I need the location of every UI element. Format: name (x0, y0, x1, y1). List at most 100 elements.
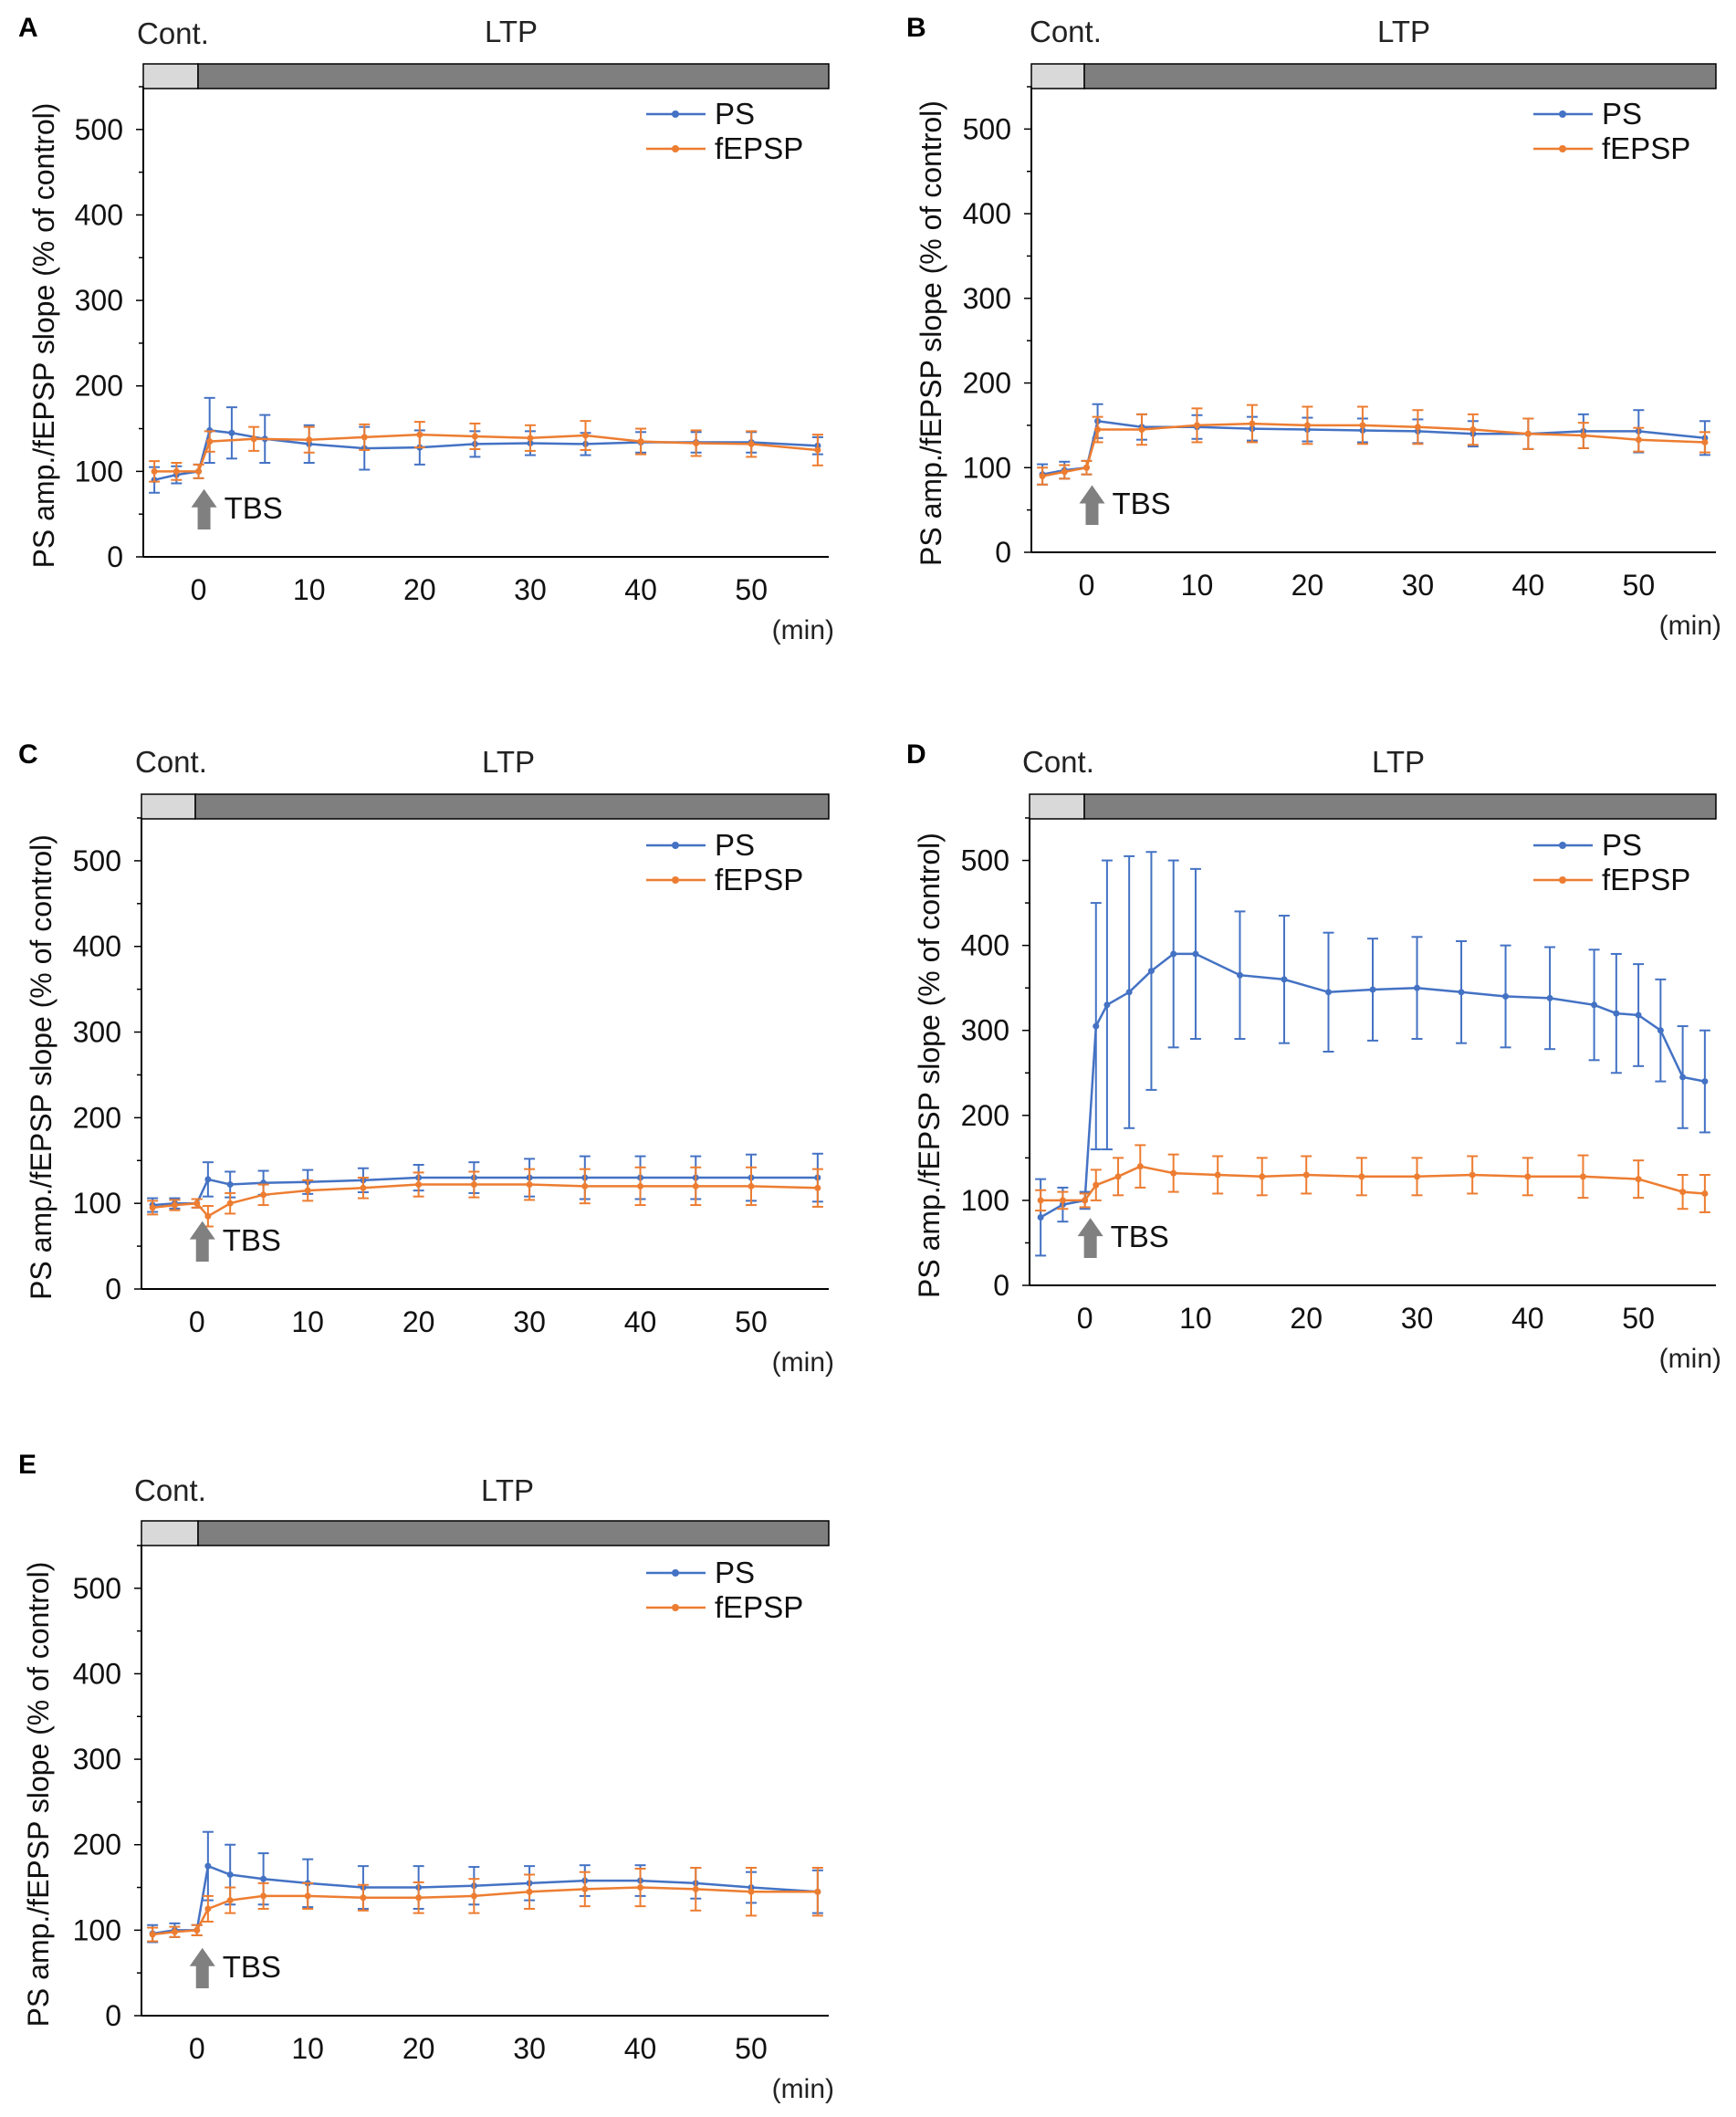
data-point (1546, 994, 1553, 1001)
tbs-arrow-shaft (197, 505, 211, 529)
tbs-label: TBS (223, 1223, 281, 1257)
data-point (149, 1204, 156, 1211)
data-point (1701, 1078, 1709, 1085)
data-point (814, 1888, 821, 1895)
x-tick-label: 20 (403, 573, 436, 606)
data-point (1458, 989, 1465, 996)
data-point (1039, 473, 1046, 480)
x-tick-label: 30 (1402, 569, 1435, 602)
x-tick-label: 20 (403, 1305, 435, 1338)
tbs-arrow-icon (191, 488, 217, 508)
ltp-phase-label: LTP (482, 745, 535, 779)
data-point (1114, 1173, 1122, 1180)
series-ps (147, 1152, 823, 1213)
data-point (692, 1182, 699, 1190)
x-tick-label: 20 (403, 2032, 435, 2065)
legend-label-ps: PS (715, 828, 755, 862)
x-tick-label: 40 (624, 573, 657, 606)
data-point (360, 1894, 367, 1902)
data-point (173, 467, 180, 475)
data-point (1469, 1171, 1476, 1179)
data-point (1613, 1010, 1620, 1017)
ltp-phase-label: LTP (485, 15, 538, 48)
panel-e: E Cont. LTP 0 100 200 300 400 500 0 10 20 30 40 50(min… (18, 1450, 834, 2104)
x-tick-label: 30 (513, 2032, 546, 2065)
data-point (581, 1182, 589, 1190)
y-tick-label: 400 (963, 197, 1011, 230)
tbs-arrow-icon (189, 1947, 215, 1966)
control-phase-label: Cont. (135, 745, 207, 779)
tbs-label: TBS (1112, 487, 1170, 520)
y-tick-label: 300 (73, 1743, 121, 1776)
x-tick-label: 40 (624, 1305, 657, 1338)
tbs-arrow-icon (1077, 1218, 1103, 1237)
data-point (1579, 1173, 1586, 1180)
panel-c: C Cont. LTP 0 100 200 300 400 500 0 10 20 30 40 50(min… (18, 739, 834, 1378)
control-phase-bar (141, 1520, 199, 1546)
data-point (1414, 1173, 1421, 1180)
data-point (692, 1885, 699, 1892)
data-point (526, 1181, 533, 1189)
panel-label: C (18, 739, 38, 770)
data-point (1324, 989, 1332, 996)
data-point (1635, 1176, 1642, 1183)
x-tick-label: 10 (291, 1305, 324, 1338)
data-point (1259, 1173, 1266, 1180)
series-line (152, 1886, 818, 1936)
legend-label-fepsp: fEPSP (1602, 863, 1690, 896)
y-tick-label: 200 (75, 370, 123, 403)
legend-label-ps: PS (715, 97, 755, 131)
data-point (226, 1897, 234, 1904)
data-point (1635, 436, 1642, 444)
data-point (260, 1892, 267, 1900)
legend-label-ps: PS (1602, 828, 1642, 862)
x-tick-label: 0 (1077, 1302, 1093, 1335)
legend-label-fepsp: fEPSP (1602, 131, 1690, 165)
y-tick-label: 500 (75, 113, 123, 146)
y-axis-title: PS amp./fEPSP slope (% of control) (913, 833, 946, 1298)
data-point (1093, 1181, 1100, 1189)
ltp-phase-label: LTP (1377, 15, 1430, 48)
data-point (1138, 426, 1145, 434)
y-tick-label: 100 (75, 455, 123, 487)
x-tick-label: 50 (735, 573, 768, 606)
data-point (1249, 420, 1256, 427)
data-point (1170, 950, 1177, 958)
legend-marker (672, 110, 679, 118)
legend-marker (672, 876, 679, 884)
data-point (1303, 422, 1311, 429)
x-tick-label: 0 (189, 2032, 205, 2065)
data-point (1502, 992, 1510, 1000)
y-tick-label: 100 (73, 1913, 121, 1946)
x-tick-label: 0 (191, 573, 207, 606)
data-point (304, 1187, 311, 1194)
control-phase-bar (141, 793, 196, 820)
data-point (1136, 1163, 1144, 1170)
data-point (1061, 468, 1068, 476)
x-tick-label: 50 (735, 1305, 768, 1338)
data-point (204, 1176, 212, 1183)
y-tick-label: 0 (107, 540, 123, 573)
data-point (204, 1212, 212, 1220)
tbs-label: TBS (225, 491, 283, 525)
data-point (1094, 426, 1102, 434)
data-point (1103, 1001, 1111, 1009)
data-point (1059, 1197, 1066, 1204)
data-point (1125, 989, 1133, 996)
x-unit-label: (min) (1659, 1344, 1721, 1374)
data-point (415, 1894, 423, 1902)
data-point (1359, 422, 1366, 429)
tbs-arrow-shaft (1085, 501, 1099, 525)
x-tick-label: 0 (1079, 569, 1095, 602)
y-tick-label: 200 (963, 367, 1011, 400)
panel-d: D Cont. LTP 0 100 200 300 400 500 0 10 20 30 40 50(min… (906, 739, 1721, 1374)
data-point (471, 433, 478, 440)
data-point (1170, 1169, 1177, 1177)
control-phase-label: Cont. (1022, 745, 1094, 779)
x-tick-label: 30 (513, 1305, 546, 1338)
data-point (260, 1875, 267, 1882)
x-unit-label: (min) (772, 2074, 834, 2104)
y-tick-label: 400 (73, 1657, 121, 1690)
data-point (250, 435, 257, 443)
data-point (195, 467, 203, 475)
